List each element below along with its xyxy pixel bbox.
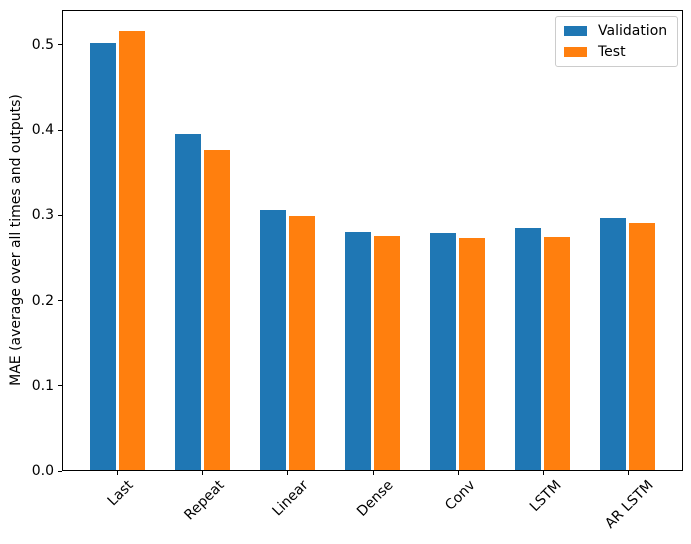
plot-area: [62, 10, 683, 471]
bar-validation-dense: [345, 232, 371, 471]
y-tick-mark: [58, 470, 62, 472]
y-tick-mark: [58, 44, 62, 46]
y-tick-label: 0.4: [31, 122, 54, 139]
bar-validation-last: [90, 43, 116, 471]
bar-validation-repeat: [175, 134, 201, 471]
x-tick-label: AR LSTM: [601, 477, 657, 532]
y-tick-mark: [58, 129, 62, 131]
bar-test-ar-lstm: [629, 223, 655, 471]
y-tick-label: 0.2: [31, 292, 54, 309]
y-tick-label: 0.1: [31, 377, 54, 394]
bar-test-last: [119, 31, 145, 471]
y-tick-mark: [58, 385, 62, 387]
bar-test-repeat: [204, 149, 230, 471]
x-tick-label: Linear: [269, 477, 312, 520]
x-tick-mark: [457, 471, 459, 475]
bar-test-conv: [459, 238, 485, 471]
y-tick-mark: [58, 300, 62, 302]
x-tick-mark: [202, 471, 204, 475]
x-tick-mark: [287, 471, 289, 475]
bar-test-dense: [374, 235, 400, 471]
bar-validation-linear: [260, 210, 286, 471]
y-axis-title: MAE (average over all times and outputs): [8, 94, 24, 386]
legend-swatch-test: [564, 47, 587, 57]
bar-validation-lstm: [515, 228, 541, 471]
y-tick-label: 0.0: [31, 463, 54, 479]
y-tick-mark: [58, 214, 62, 216]
bar-validation-conv: [430, 233, 456, 471]
x-tick-label: Last: [104, 477, 137, 510]
legend-label-validation: Validation: [598, 23, 668, 39]
x-tick-mark: [627, 471, 629, 475]
legend: Validation Test: [555, 16, 679, 67]
y-tick-label: 0.5: [31, 36, 54, 53]
x-tick-mark: [542, 471, 544, 475]
x-tick-mark: [117, 471, 119, 475]
legend-label-test: Test: [598, 44, 626, 60]
x-tick-label: LSTM: [526, 477, 565, 516]
x-tick-mark: [372, 471, 374, 475]
bar-test-lstm: [544, 236, 570, 471]
y-tick-label: 0.3: [31, 207, 54, 224]
x-tick-label: Dense: [353, 477, 397, 520]
x-tick-label: Conv: [442, 477, 479, 514]
bar-test-linear: [289, 216, 315, 471]
x-tick-label: Repeat: [181, 477, 228, 524]
bar-validation-ar-lstm: [600, 217, 626, 471]
legend-row-test: Test: [564, 44, 667, 60]
legend-row-validation: Validation: [564, 23, 667, 39]
legend-swatch-validation: [564, 26, 587, 36]
